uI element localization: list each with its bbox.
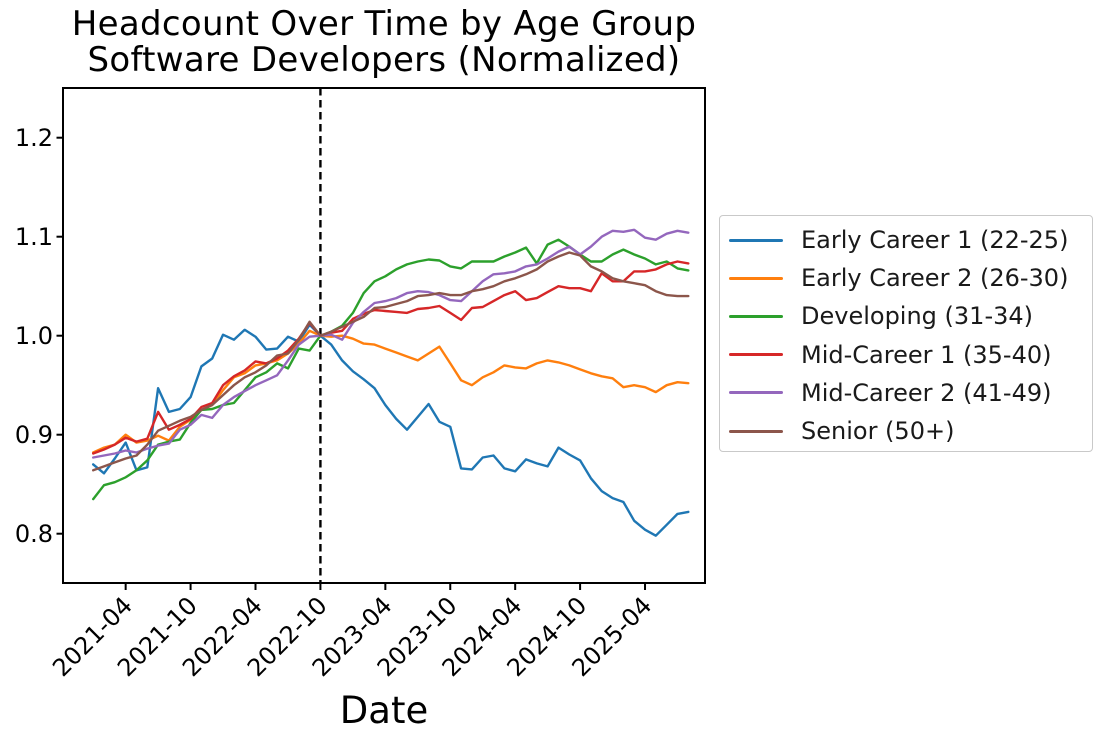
series-line-senior-50 [91,251,690,472]
series-line-early-career-1-22-25 [91,323,690,537]
chart-title-line1: Headcount Over Time by Age Group [71,4,697,44]
legend-label: Developing (31-34) [801,302,1034,331]
legend-item: Developing (31-34) [729,297,1082,335]
legend-item: Mid-Career 1 (35-40) [729,336,1082,374]
legend-item: Senior (50+) [729,412,1082,450]
x-axis-label: Date [340,689,428,732]
series-lines [91,228,690,537]
x-axis-ticks: 2021-042021-102022-042022-102023-042023-… [47,583,657,682]
chart-title-line2: Software Developers (Normalized) [87,40,681,80]
y-tick-label: 0.9 [15,421,53,449]
y-tick-label: 0.8 [15,520,53,548]
legend-line-swatch [729,391,783,395]
series-line-developing-31-34 [91,238,690,501]
legend-label: Mid-Career 1 (35-40) [801,340,1052,369]
legend-label: Senior (50+) [801,417,955,446]
legend-line-swatch [729,314,783,318]
plot-border [62,87,706,584]
legend-line-swatch [729,353,783,357]
y-tick-label: 1.0 [15,322,53,350]
series-line-mid-career-2-41-49 [91,228,690,459]
chart-title: Headcount Over Time by Age Group Softwar… [63,6,705,78]
legend-label: Early Career 1 (22-25) [801,226,1069,255]
legend-item: Mid-Career 2 (41-49) [729,374,1082,412]
legend-line-swatch [729,429,783,433]
legend-line-swatch [729,276,783,280]
legend-line-swatch [729,238,783,242]
legend-label: Early Career 2 (26-30) [801,264,1069,293]
legend-item: Early Career 2 (26-30) [729,259,1082,297]
series-line-mid-career-1-35-40 [91,260,690,455]
y-tick-label: 1.1 [15,223,53,251]
legend: Early Career 1 (22-25) Early Career 2 (26… [719,215,1093,452]
y-tick-label: 1.2 [15,124,53,152]
legend-label: Mid-Career 2 (41-49) [801,378,1052,407]
y-axis-ticks: 0.8 0.9 1.0 1.1 1.2 [15,124,63,548]
legend-item: Early Career 1 (22-25) [729,221,1082,259]
